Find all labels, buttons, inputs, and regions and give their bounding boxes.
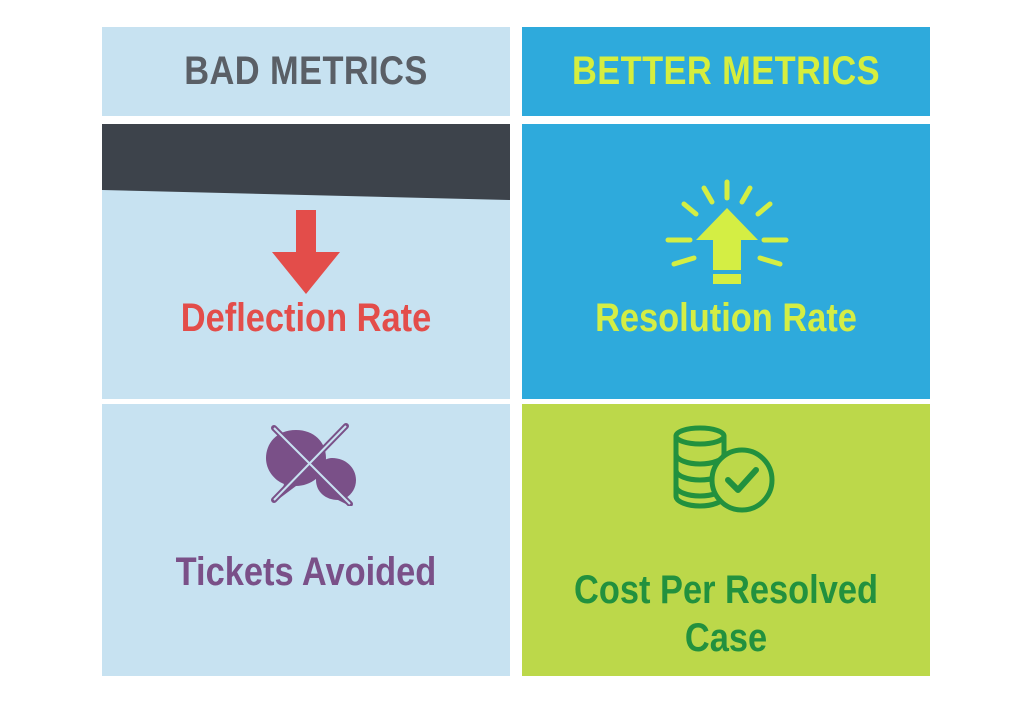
cost-per-resolved-label-line2: Case xyxy=(684,616,768,660)
metrics-grid: BAD METRICS BETTER METRICS Deflection Ra… xyxy=(102,27,930,676)
resolution-rate-card: Resolution Rate xyxy=(522,124,930,424)
tickets-avoided-card: Tickets Avoided xyxy=(102,404,510,676)
better-metrics-header: BETTER METRICS xyxy=(522,27,930,116)
better-metrics-title: BETTER METRICS xyxy=(572,49,880,93)
cost-per-resolved-label-line1: Cost Per Resolved xyxy=(574,568,878,612)
bad-metrics-title: BAD METRICS xyxy=(184,49,428,93)
dark-band xyxy=(102,124,510,200)
deflection-rate-card: Deflection Rate xyxy=(102,124,510,424)
arrow-up-burst-icon xyxy=(665,179,789,284)
tickets-avoided-label: Tickets Avoided xyxy=(175,550,437,594)
coins-check-icon xyxy=(673,425,775,513)
deflection-rate-label: Deflection Rate xyxy=(180,296,432,340)
divider xyxy=(510,27,522,676)
resolution-rate-label: Resolution Rate xyxy=(595,296,857,340)
crossed-chat-bubbles-icon xyxy=(266,423,356,506)
arrow-down-icon xyxy=(272,210,340,294)
bad-metrics-header: BAD METRICS xyxy=(102,27,510,116)
cost-per-resolved-card: Cost Per Resolved Case xyxy=(522,404,930,676)
